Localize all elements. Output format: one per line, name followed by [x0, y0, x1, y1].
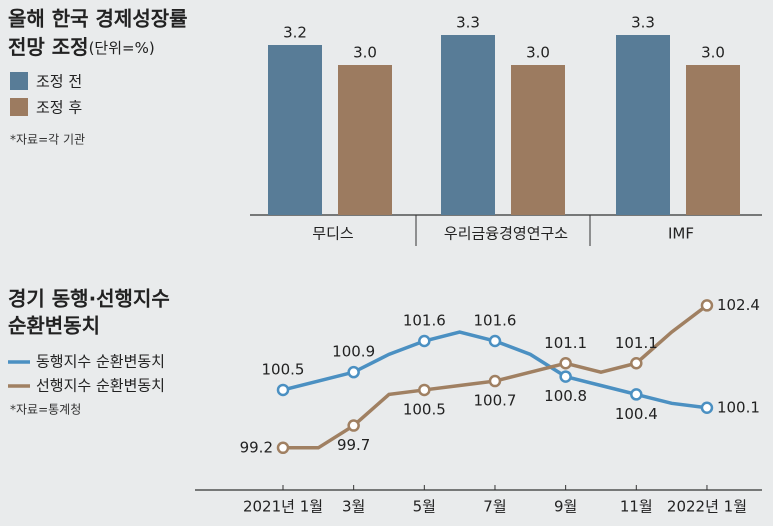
point — [488, 374, 502, 388]
value-label: 3.0 — [526, 44, 550, 62]
x-tick-label: 7월 — [483, 498, 506, 516]
legend-swatch — [10, 98, 28, 116]
point — [700, 401, 714, 414]
value-label: 100.1 — [717, 398, 760, 416]
legend-label: 조정 전 — [36, 73, 82, 91]
point — [700, 299, 714, 312]
value-label: 101.6 — [474, 312, 517, 330]
value-label: 100.8 — [544, 387, 587, 405]
x-tick-label: 2022년 1월 — [667, 498, 747, 516]
value-label: 3.3 — [456, 14, 480, 32]
value-label: 3.3 — [631, 14, 655, 32]
legend-swatch — [10, 72, 28, 90]
x-tick-label: 3월 — [342, 498, 365, 516]
point — [559, 370, 572, 383]
value-label: 100.7 — [474, 392, 517, 410]
point — [276, 441, 290, 455]
point — [418, 334, 431, 348]
legend-label: 선행지수 순환변동치 — [36, 377, 165, 395]
legend-label: 동행지수 순환변동치 — [36, 353, 165, 371]
bar-source: *자료=각 기관 — [10, 133, 85, 147]
bar-title-line: 올해 한국 경제성장률 — [8, 7, 188, 31]
value-label: 3.2 — [283, 24, 307, 42]
point — [559, 357, 572, 370]
bar — [616, 35, 670, 215]
value-label: 102.4 — [717, 296, 760, 314]
value-label: 100.4 — [615, 405, 658, 423]
point — [276, 383, 290, 397]
bar — [338, 65, 392, 215]
bar-title-line: 전망 조정(단위=%) — [8, 35, 155, 59]
x-tick-label: 2021년 1월 — [243, 498, 323, 516]
point — [488, 334, 502, 348]
point — [418, 383, 431, 397]
bar-title-text: 전망 조정 — [8, 35, 89, 59]
value-label: 99.2 — [240, 438, 273, 456]
bar-subtitle: (단위=%) — [89, 39, 155, 57]
bar — [511, 65, 565, 215]
line-title-line: 경기 동행·선행지수 — [8, 287, 170, 311]
point — [347, 419, 360, 432]
x-tick-label: 5월 — [413, 498, 436, 516]
value-label: 101.1 — [544, 334, 587, 352]
point — [630, 357, 643, 370]
value-label: 100.5 — [262, 360, 305, 378]
x-tick-label: 9월 — [554, 498, 577, 516]
value-label: 3.0 — [353, 44, 377, 62]
value-label: 99.7 — [337, 436, 370, 454]
point — [347, 365, 360, 379]
x-tick-label: 무디스 — [312, 225, 354, 243]
value-label: 101.6 — [403, 312, 446, 330]
x-tick-label: 우리금융경영연구소 — [444, 225, 568, 243]
value-label: 101.1 — [615, 334, 658, 352]
x-tick-label: 11월 — [620, 498, 653, 516]
value-label: 100.5 — [403, 400, 446, 418]
legend-label: 조정 후 — [36, 99, 82, 117]
value-label: 100.9 — [332, 343, 375, 361]
bar — [268, 45, 322, 215]
line-title-line: 순환변동치 — [8, 314, 100, 338]
line-source: *자료=통계청 — [10, 403, 81, 417]
x-tick-label: IMF — [668, 225, 694, 243]
bar — [686, 65, 740, 215]
value-label: 3.0 — [701, 44, 725, 62]
point — [630, 388, 643, 401]
bar — [441, 35, 495, 215]
